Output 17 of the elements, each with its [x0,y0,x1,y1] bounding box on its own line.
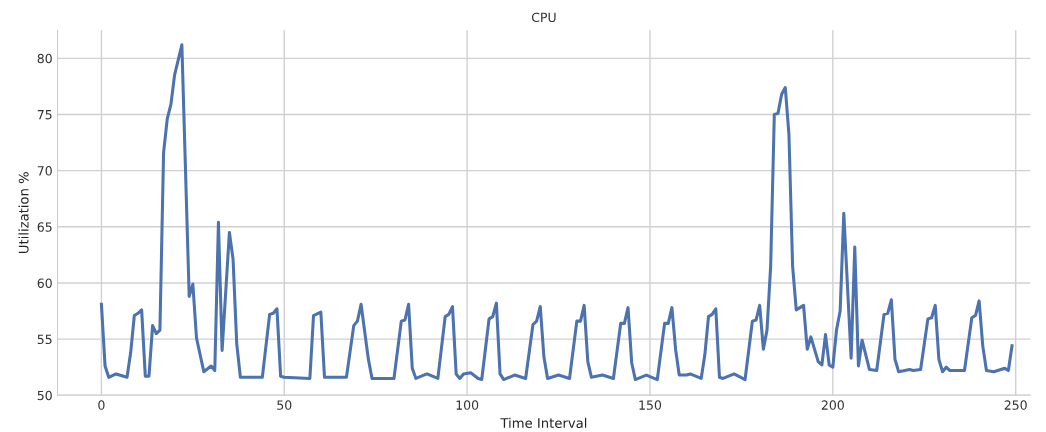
y-axis-title: Utilization % [18,172,29,254]
y-tick-label: 75 [37,110,52,120]
x-tick-label: 250 [1004,400,1027,410]
y-tick-label: 70 [37,166,52,176]
x-tick-label: 150 [639,400,662,410]
y-tick-label: 55 [37,334,52,345]
y-tick-label: 50 [37,390,52,401]
x-axis-title: Time Interval [500,417,587,429]
line-series [99,43,1014,382]
y-tick-label: 80 [37,53,52,64]
x-tick-label: 100 [456,400,479,410]
x-tick-label: 0 [98,400,105,410]
chart-title: CPU [531,12,556,23]
y-tick-label: 60 [37,278,52,288]
y-tick-label: 65 [37,222,52,232]
x-tick-label: 50 [277,400,292,410]
x-tick-label: 200 [821,400,844,410]
